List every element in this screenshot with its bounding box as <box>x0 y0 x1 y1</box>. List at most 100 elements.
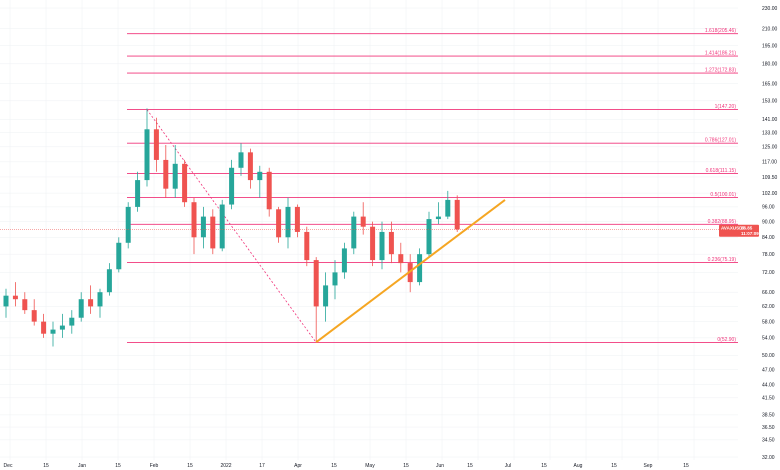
price-tick-label: 84.00 <box>762 235 775 241</box>
price-tick-label: 54.00 <box>762 336 775 342</box>
candle-body <box>247 152 253 181</box>
candle-body <box>172 163 178 189</box>
time-tick-label: Aug <box>574 463 583 469</box>
price-tick-label: 210.00 <box>762 27 778 33</box>
candle-body <box>97 292 103 307</box>
candle-body <box>388 231 394 255</box>
time-tick-label: 15 <box>43 463 49 469</box>
candle-body <box>435 216 441 220</box>
price-tick-label: 50.00 <box>762 353 775 359</box>
candle-body <box>106 269 112 293</box>
candlesticks <box>3 108 460 347</box>
price-axis[interactable]: 230.00 210.00 195.00 180.00 165.00 153.00 141.… <box>762 6 778 461</box>
fib-level-label: 1.618(205.46) <box>705 28 736 34</box>
candle-body <box>144 129 150 181</box>
last-price-value: 86.85 <box>741 226 753 231</box>
candle-body <box>219 204 225 249</box>
candle-body <box>426 219 432 255</box>
fibonacci-levels <box>127 33 738 344</box>
candle-body <box>31 310 37 322</box>
price-tick-label: 58.00 <box>762 319 775 325</box>
time-tick-label: Jan <box>78 463 86 469</box>
time-tick-label: Feb <box>150 463 159 469</box>
candle-body <box>323 285 329 307</box>
candle-body <box>88 299 94 307</box>
candle-body <box>276 209 282 238</box>
candle-body <box>12 295 18 300</box>
candle-body <box>41 321 47 334</box>
candle-body <box>294 206 300 232</box>
fib-level-label: 1.272(172.83) <box>705 68 736 74</box>
time-tick-label: 15 <box>541 463 547 469</box>
time-tick-label: Apr <box>294 463 302 469</box>
time-tick-label: 15 <box>611 463 617 469</box>
fib-level-label: 0(52.90) <box>717 337 736 343</box>
price-tick-label: 44.00 <box>762 382 775 388</box>
price-tick-label: 90.00 <box>762 219 775 225</box>
time-tick-label: 15 <box>683 463 689 469</box>
fib-level-label: 1.414(186.21) <box>705 51 736 57</box>
price-tick-label: 36.50 <box>762 425 775 431</box>
candle-body <box>3 295 9 307</box>
price-tick-label: 109.50 <box>762 175 778 181</box>
time-tick-label: 15 <box>467 463 473 469</box>
candle-body <box>229 167 235 205</box>
candle-body <box>304 231 310 261</box>
candle-body <box>379 231 385 261</box>
support-trendline[interactable] <box>315 199 506 343</box>
candle-body <box>407 263 413 283</box>
time-tick-label: Dec <box>4 463 13 469</box>
time-tick-label: May <box>365 463 375 469</box>
price-tick-label: 47.00 <box>762 367 775 373</box>
candle-body <box>351 216 357 249</box>
price-tick-label: 141.00 <box>762 117 778 123</box>
candle-body <box>163 159 169 189</box>
candle-body <box>445 199 451 217</box>
candle-body <box>332 272 338 286</box>
candle-body <box>238 152 244 168</box>
price-tick-label: 180.00 <box>762 62 778 68</box>
fib-level-label: 1(147.20) <box>715 104 737 110</box>
last-price-label: AVAXUSDT 86.85 11:07:09 <box>719 224 759 237</box>
candle-body <box>285 206 291 238</box>
price-tick-label: 96.00 <box>762 205 775 211</box>
candle-body <box>313 260 319 307</box>
time-tick-label: 15 <box>115 463 121 469</box>
price-tick-label: 32.00 <box>762 455 775 461</box>
time-tick-label: 17 <box>259 463 265 469</box>
candle-body <box>153 129 159 160</box>
fib-level-label: 0.786(127.01) <box>705 138 736 144</box>
candle-body <box>116 242 122 270</box>
price-tick-label: 38.50 <box>762 413 775 419</box>
time-tick-label: 15 <box>403 463 409 469</box>
candle-body <box>191 202 197 238</box>
price-tick-label: 125.00 <box>762 145 778 151</box>
candle-body <box>50 329 56 334</box>
price-tick-label: 62.00 <box>762 304 775 310</box>
price-tick-label: 195.00 <box>762 43 778 49</box>
candle-body <box>398 254 404 264</box>
price-tick-label: 66.00 <box>762 290 775 296</box>
price-tick-label: 34.50 <box>762 438 775 444</box>
last-price-label-background <box>719 224 759 237</box>
time-tick-label: 15 <box>331 463 337 469</box>
fibonacci-labels: 1.618(205.46) 1.414(186.21) 1.272(172.83) 1… <box>705 28 736 343</box>
candle-body <box>454 199 460 230</box>
candle-body <box>69 317 75 326</box>
candle-countdown: 11:07:09 <box>741 231 759 236</box>
chart-grid <box>0 0 738 460</box>
time-tick-label: Sep <box>644 463 653 469</box>
time-tick-label: 15 <box>187 463 193 469</box>
candle-body <box>370 226 376 261</box>
fib-level-label: 0.236(75.19) <box>708 257 737 263</box>
price-tick-label: 102.00 <box>762 191 778 197</box>
candle-body <box>360 216 366 227</box>
time-tick-label: 2022 <box>220 463 231 469</box>
price-tick-label: 41.50 <box>762 396 775 402</box>
candle-body <box>22 299 28 311</box>
time-axis[interactable]: Dec 15 Jan 15 Feb 15 2022 17 Apr 15 May 15 Jun 15 Jul 1… <box>4 463 689 469</box>
candle-body <box>257 171 263 181</box>
price-tick-label: 153.00 <box>762 99 778 105</box>
candle-body <box>125 206 131 243</box>
